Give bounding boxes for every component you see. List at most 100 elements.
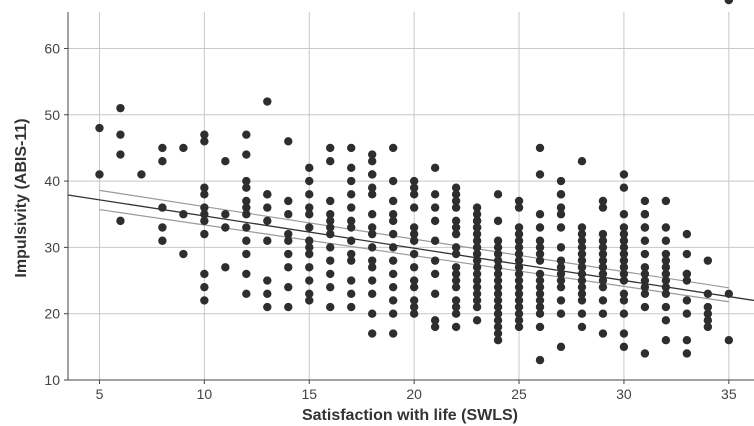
data-point (514, 203, 524, 212)
data-point (472, 249, 482, 259)
data-point (493, 282, 503, 292)
data-point (367, 256, 377, 265)
data-point (242, 130, 251, 139)
data-point (242, 196, 251, 206)
data-point (430, 289, 440, 299)
data-point (430, 322, 440, 332)
data-point (158, 203, 167, 212)
data-point (221, 223, 230, 232)
data-point (263, 190, 272, 199)
data-point (472, 236, 482, 245)
data-point (703, 289, 713, 299)
data-point (493, 289, 503, 299)
x-tick-label: 30 (616, 386, 632, 402)
data-point (619, 296, 629, 305)
data-point (451, 309, 461, 318)
x-axis-title: Satisfaction with life (SWLS) (302, 407, 518, 424)
y-tick-label: 50 (44, 107, 60, 123)
data-point (367, 309, 377, 318)
data-point (326, 143, 335, 153)
x-tick-label: 15 (301, 386, 317, 402)
data-point (661, 302, 671, 312)
data-point (493, 329, 503, 338)
data-point (724, 289, 734, 299)
data-point (409, 282, 419, 292)
data-point (577, 256, 587, 265)
data-point (367, 210, 377, 219)
data-point (263, 276, 272, 285)
data-point (640, 276, 650, 285)
data-point (598, 296, 608, 305)
data-point (305, 276, 314, 285)
data-point (430, 190, 440, 199)
data-point (179, 143, 188, 153)
data-point (493, 269, 503, 279)
data-point (451, 269, 461, 279)
data-point (305, 190, 314, 199)
data-point (556, 309, 566, 318)
data-point (200, 190, 209, 199)
data-point (514, 289, 524, 299)
data-point (556, 210, 566, 219)
data-point (451, 276, 461, 285)
data-point (367, 263, 377, 272)
data-point (284, 302, 293, 312)
data-point (242, 249, 251, 259)
y-tick-label: 30 (44, 239, 60, 255)
data-point (95, 123, 104, 133)
data-point (451, 196, 461, 206)
data-point (409, 190, 419, 199)
data-point (347, 236, 356, 245)
data-point (200, 216, 209, 226)
data-point (367, 156, 377, 166)
data-point (116, 103, 125, 113)
data-point (242, 210, 251, 219)
data-point (284, 282, 293, 292)
data-point (158, 223, 167, 232)
data-point (347, 289, 356, 299)
x-tick-labels: 5 10 15 20 25 30 35 (96, 386, 737, 402)
data-point (619, 229, 629, 239)
data-point (556, 176, 566, 186)
data-point (598, 276, 608, 285)
data-point (305, 236, 314, 245)
data-point (347, 276, 356, 285)
data-point (451, 249, 461, 259)
data-point (116, 150, 125, 159)
data-point (535, 322, 545, 332)
data-point (598, 229, 608, 239)
data-point (514, 263, 524, 272)
data-point (577, 322, 587, 332)
data-point (661, 316, 671, 325)
data-point (535, 223, 545, 232)
data-point (661, 336, 671, 345)
data-point (682, 249, 692, 259)
data-point (367, 190, 377, 199)
data-point (514, 229, 524, 239)
data-point (367, 289, 377, 299)
data-point (263, 302, 272, 312)
data-point (200, 296, 209, 305)
data-point (493, 216, 503, 226)
data-point (388, 176, 398, 186)
data-point (493, 243, 503, 252)
data-point (451, 183, 461, 192)
data-point (367, 229, 377, 239)
data-point (95, 170, 104, 179)
data-point (640, 289, 650, 299)
data-point (619, 289, 629, 299)
data-point (682, 229, 692, 239)
data-point (493, 249, 503, 259)
data-point (305, 263, 314, 272)
data-point (472, 269, 482, 279)
data-point (409, 309, 419, 318)
data-point (451, 223, 461, 232)
data-point (347, 176, 356, 186)
data-point (326, 302, 335, 312)
data-point (326, 256, 335, 265)
data-point (242, 223, 251, 232)
data-point (577, 243, 587, 252)
data-point (619, 249, 629, 259)
data-point (640, 223, 650, 232)
